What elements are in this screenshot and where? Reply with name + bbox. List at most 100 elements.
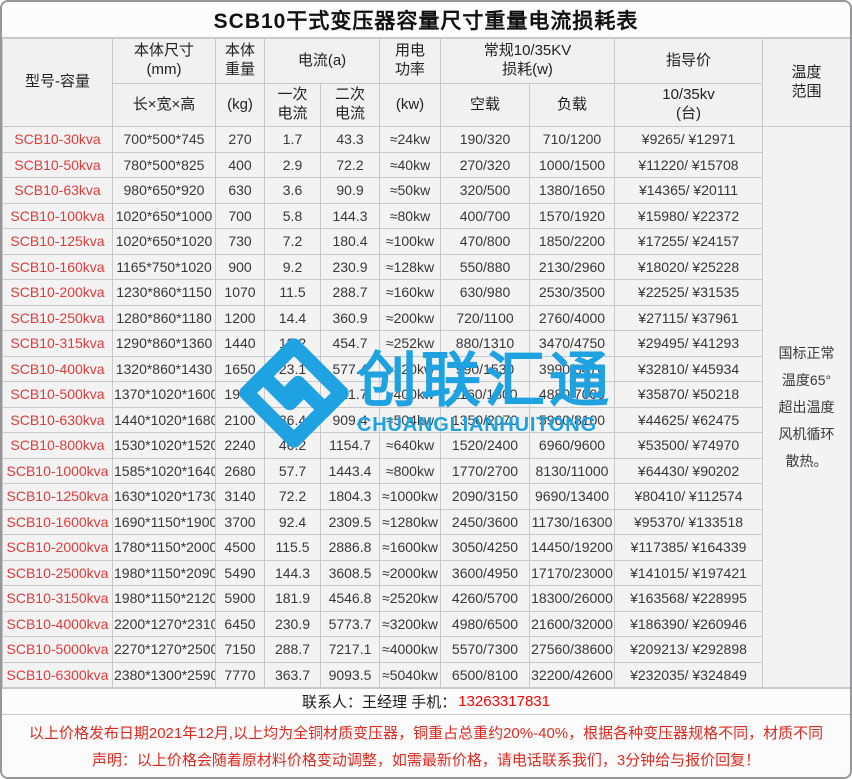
cell-primary-current: 2.9 bbox=[264, 151, 321, 178]
cell-size: 2270*1270*2500 bbox=[112, 636, 216, 663]
cell-primary-current: 57.7 bbox=[264, 457, 321, 484]
cell-size: 1780*1150*2000 bbox=[112, 534, 216, 561]
cell-load-loss: 3990/5470 bbox=[528, 355, 616, 382]
cell-size: 1585*1020*1640 bbox=[112, 457, 216, 484]
cell-weight: 2240 bbox=[215, 432, 265, 459]
cell-size: 1440*1020*1680 bbox=[112, 406, 216, 433]
cell-price: ¥35870/ ¥50218 bbox=[614, 381, 764, 408]
cell-price: ¥163568/ ¥228995 bbox=[614, 585, 764, 612]
cell-noload-loss: 2090/3150 bbox=[440, 483, 530, 510]
cell-power: ≈3200kw bbox=[379, 610, 441, 637]
cell-load-loss: 27560/38600 bbox=[528, 636, 616, 663]
table-row: SCB10-1600kva 1690*1150*1900 3700 92.4 2309.… bbox=[2, 508, 851, 535]
table-body: SCB10-30kva 700*500*745 270 1.7 43.3 ≈24kw 190… bbox=[2, 126, 851, 688]
cell-power: ≈2520kw bbox=[379, 585, 441, 612]
cell-secondary-current: 230.9 bbox=[320, 253, 380, 280]
cell-size: 1020*650*1020 bbox=[112, 228, 216, 255]
cell-noload-loss: 990/1530 bbox=[440, 355, 530, 382]
cell-weight: 4500 bbox=[215, 534, 265, 561]
cell-power: ≈50kw bbox=[379, 177, 441, 204]
cell-price: ¥80410/ ¥112574 bbox=[614, 483, 764, 510]
col-subheader-power: (kw) bbox=[379, 83, 441, 127]
table-row: SCB10-125kva 1020*650*1020 730 7.2 180.4 ≈100… bbox=[2, 228, 851, 255]
cell-secondary-current: 4546.8 bbox=[320, 585, 380, 612]
cell-secondary-current: 5773.7 bbox=[320, 610, 380, 637]
cell-primary-current: 46.2 bbox=[264, 432, 321, 459]
cell-weight: 3700 bbox=[215, 508, 265, 535]
cell-price: ¥15980/ ¥22372 bbox=[614, 202, 764, 229]
cell-size: 1165*750*1020 bbox=[112, 253, 216, 280]
cell-weight: 730 bbox=[215, 228, 265, 255]
cell-primary-current: 72.2 bbox=[264, 483, 321, 510]
cell-size: 1020*650*1000 bbox=[112, 202, 216, 229]
cell-model: SCB10-1000kva bbox=[2, 457, 113, 484]
cell-size: 980*650*920 bbox=[112, 177, 216, 204]
table-row: SCB10-30kva 700*500*745 270 1.7 43.3 ≈24kw 190… bbox=[2, 126, 850, 688]
cell-noload-loss: 1770/2700 bbox=[440, 457, 530, 484]
cell-weight: 1070 bbox=[215, 279, 265, 306]
cell-secondary-current: 1804.3 bbox=[320, 483, 380, 510]
cell-primary-current: 9.2 bbox=[264, 253, 321, 280]
cell-price: ¥209213/ ¥292898 bbox=[614, 636, 764, 663]
cell-load-loss: 1850/2200 bbox=[528, 228, 616, 255]
cell-secondary-current: 360.9 bbox=[320, 304, 380, 331]
cell-load-loss: 14450/19200 bbox=[528, 534, 616, 561]
cell-noload-loss: 550/880 bbox=[440, 253, 530, 280]
cell-price: ¥141015/ ¥197421 bbox=[614, 559, 764, 586]
cell-load-loss: 9690/13400 bbox=[528, 483, 616, 510]
cell-load-loss: 21600/32000 bbox=[528, 610, 616, 637]
cell-size: 1980*1150*2120 bbox=[112, 585, 216, 612]
cell-primary-current: 92.4 bbox=[264, 508, 321, 535]
cell-power: ≈100kw bbox=[379, 228, 441, 255]
cell-load-loss: 18300/26000 bbox=[528, 585, 616, 612]
table-row: SCB10-6300kva 2380*1300*2590 7770 363.7 9093… bbox=[2, 661, 851, 688]
cell-load-loss: 3470/4750 bbox=[528, 330, 616, 357]
table-row: SCB10-63kva 980*650*920 630 3.6 90.9 ≈50kw 320… bbox=[2, 177, 851, 204]
cell-power: ≈2000kw bbox=[379, 559, 441, 586]
table-row: SCB10-1000kva 1585*1020*1640 2680 57.7 1443.… bbox=[2, 457, 851, 484]
page-title: SCB10干式变压器容量尺寸重量电流损耗表 bbox=[2, 2, 850, 38]
col-header-loss: 常规10/35KV 损耗(w) bbox=[439, 38, 616, 84]
cell-noload-loss: 4980/6500 bbox=[440, 610, 530, 637]
contact-label: 联系人：王经理 手机： bbox=[302, 694, 457, 711]
table-row: SCB10-1250kva 1630*1020*1730 3140 72.2 1804.… bbox=[2, 483, 851, 510]
cell-weight: 3140 bbox=[215, 483, 265, 510]
cell-primary-current: 3.6 bbox=[264, 177, 321, 204]
table-row: SCB10-100kva 1020*650*1000 700 5.8 144.3 ≈80k… bbox=[2, 202, 851, 229]
cell-price: ¥29495/ ¥41293 bbox=[614, 330, 764, 357]
cell-noload-loss: 270/320 bbox=[440, 151, 530, 178]
table-row: SCB10-5000kva 2270*1270*2500 7150 288.7 7217… bbox=[2, 636, 851, 663]
cell-secondary-current: 2309.5 bbox=[320, 508, 380, 535]
cell-model: SCB10-6300kva bbox=[2, 661, 113, 688]
cell-power: ≈40kw bbox=[379, 151, 441, 178]
cell-model: SCB10-125kva bbox=[2, 228, 113, 255]
col-subheader-secondary-current: 二次 电流 bbox=[320, 83, 380, 127]
col-subheader-price: 10/35kv (台) bbox=[614, 83, 764, 127]
cell-secondary-current: 288.7 bbox=[320, 279, 380, 306]
table-header: 型号-容量 本体尺寸 (mm) 本体 重量 电流(a) 用电 功率 常规10/3… bbox=[2, 38, 850, 127]
cell-weight: 7770 bbox=[215, 661, 265, 688]
cell-model: SCB10-630kva bbox=[2, 406, 113, 433]
cell-secondary-current: 577.4 bbox=[320, 355, 380, 382]
cell-price: ¥64430/ ¥90202 bbox=[614, 457, 764, 484]
cell-power: ≈1000kw bbox=[379, 483, 441, 510]
cell-primary-current: 28.9 bbox=[264, 381, 321, 408]
cell-model: SCB10-5000kva bbox=[2, 636, 113, 663]
contact-phone: 13263317831 bbox=[458, 693, 550, 710]
cell-load-loss: 17170/23000 bbox=[528, 559, 616, 586]
cell-power: ≈1600kw bbox=[379, 534, 441, 561]
table-row: SCB10-50kva 780*500*825 400 2.9 72.2 ≈40kw 270… bbox=[2, 151, 851, 178]
cell-power: ≈128kw bbox=[379, 253, 441, 280]
cell-weight: 6450 bbox=[215, 610, 265, 637]
cell-power: ≈800kw bbox=[379, 457, 441, 484]
cell-secondary-current: 144.3 bbox=[320, 202, 380, 229]
cell-weight: 2680 bbox=[215, 457, 265, 484]
cell-load-loss: 11730/16300 bbox=[528, 508, 616, 535]
cell-price: ¥95370/ ¥133518 bbox=[614, 508, 764, 535]
cell-price: ¥32810/ ¥45934 bbox=[614, 355, 764, 382]
cell-power: ≈5040kw bbox=[379, 661, 441, 688]
col-header-weight: 本体 重量 bbox=[215, 38, 265, 84]
cell-power: ≈640kw bbox=[379, 432, 441, 459]
cell-model: SCB10-30kva bbox=[2, 126, 113, 153]
cell-secondary-current: 454.7 bbox=[320, 330, 380, 357]
